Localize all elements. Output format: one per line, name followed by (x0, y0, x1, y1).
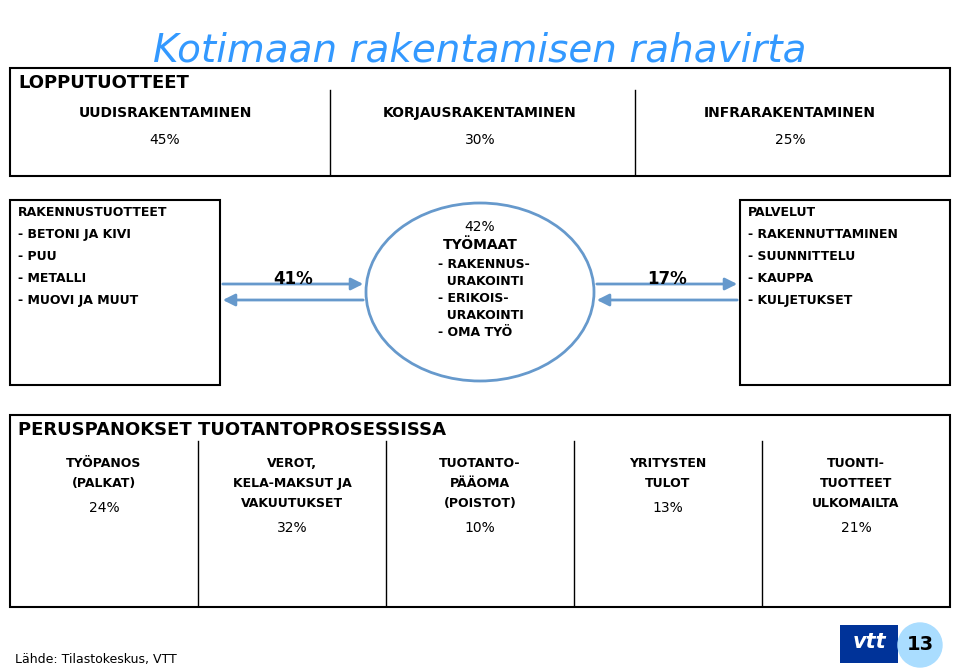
Text: INFRARAKENTAMINEN: INFRARAKENTAMINEN (704, 106, 876, 120)
Text: (POISTOT): (POISTOT) (444, 497, 516, 510)
Text: 32%: 32% (276, 521, 307, 535)
Text: VEROT,: VEROT, (267, 457, 317, 470)
Text: 21%: 21% (841, 521, 872, 535)
Text: YRITYSTEN: YRITYSTEN (630, 457, 707, 470)
Text: vtt: vtt (852, 632, 886, 652)
Text: TUOTANTO-: TUOTANTO- (440, 457, 520, 470)
Text: KELA-MAKSUT JA: KELA-MAKSUT JA (232, 477, 351, 490)
Text: - KULJETUKSET: - KULJETUKSET (748, 294, 852, 307)
Text: 24%: 24% (88, 501, 119, 515)
Text: 13%: 13% (653, 501, 684, 515)
Text: TUONTI-: TUONTI- (828, 457, 885, 470)
Ellipse shape (366, 203, 594, 381)
Text: TYÖMAAT: TYÖMAAT (443, 238, 517, 252)
Text: URAKOINTI: URAKOINTI (438, 275, 524, 288)
Text: 30%: 30% (465, 133, 495, 147)
Text: - METALLI: - METALLI (18, 272, 86, 285)
Circle shape (898, 623, 942, 667)
Text: RAKENNUSTUOTTEET: RAKENNUSTUOTTEET (18, 206, 167, 219)
Text: 10%: 10% (465, 521, 495, 535)
Text: - RAKENNUTTAMINEN: - RAKENNUTTAMINEN (748, 228, 898, 241)
Text: - PUU: - PUU (18, 250, 57, 263)
Text: TUOTTEET: TUOTTEET (820, 477, 892, 490)
FancyBboxPatch shape (740, 200, 950, 385)
Text: 25%: 25% (775, 133, 805, 147)
FancyBboxPatch shape (840, 625, 898, 663)
Text: - SUUNNITTELU: - SUUNNITTELU (748, 250, 855, 263)
Text: PERUSPANOKSET TUOTANTOPROSESSISSA: PERUSPANOKSET TUOTANTOPROSESSISSA (18, 421, 446, 439)
Text: - ERIKOIS-: - ERIKOIS- (438, 292, 509, 305)
Text: URAKOINTI: URAKOINTI (438, 309, 524, 322)
Text: - BETONI JA KIVI: - BETONI JA KIVI (18, 228, 131, 241)
Text: LOPPUTUOTTEET: LOPPUTUOTTEET (18, 74, 189, 92)
FancyBboxPatch shape (10, 68, 950, 176)
Text: KORJAUSRAKENTAMINEN: KORJAUSRAKENTAMINEN (383, 106, 577, 120)
FancyBboxPatch shape (10, 415, 950, 607)
Text: 13: 13 (906, 635, 933, 654)
Text: TULOT: TULOT (645, 477, 690, 490)
Text: - RAKENNUS-: - RAKENNUS- (438, 258, 530, 271)
Text: PÄÄOMA: PÄÄOMA (450, 477, 510, 490)
Text: 42%: 42% (465, 220, 495, 234)
Text: 41%: 41% (274, 270, 313, 288)
Text: TYÖPANOS: TYÖPANOS (66, 457, 142, 470)
Text: VAKUUTUKSET: VAKUUTUKSET (241, 497, 343, 510)
Text: UUDISRAKENTAMINEN: UUDISRAKENTAMINEN (79, 106, 252, 120)
FancyBboxPatch shape (10, 200, 220, 385)
Text: - KAUPPA: - KAUPPA (748, 272, 813, 285)
Text: ULKOMAILTA: ULKOMAILTA (812, 497, 900, 510)
Text: 45%: 45% (150, 133, 180, 147)
Text: 17%: 17% (647, 270, 686, 288)
Text: - OMA TYÖ: - OMA TYÖ (438, 326, 513, 339)
Text: PALVELUT: PALVELUT (748, 206, 816, 219)
Text: (PALKAT): (PALKAT) (72, 477, 136, 490)
Text: Lähde: Tilastokeskus, VTT: Lähde: Tilastokeskus, VTT (15, 653, 177, 666)
Text: - MUOVI JA MUUT: - MUOVI JA MUUT (18, 294, 138, 307)
Text: Kotimaan rakentamisen rahavirta: Kotimaan rakentamisen rahavirta (154, 32, 806, 70)
